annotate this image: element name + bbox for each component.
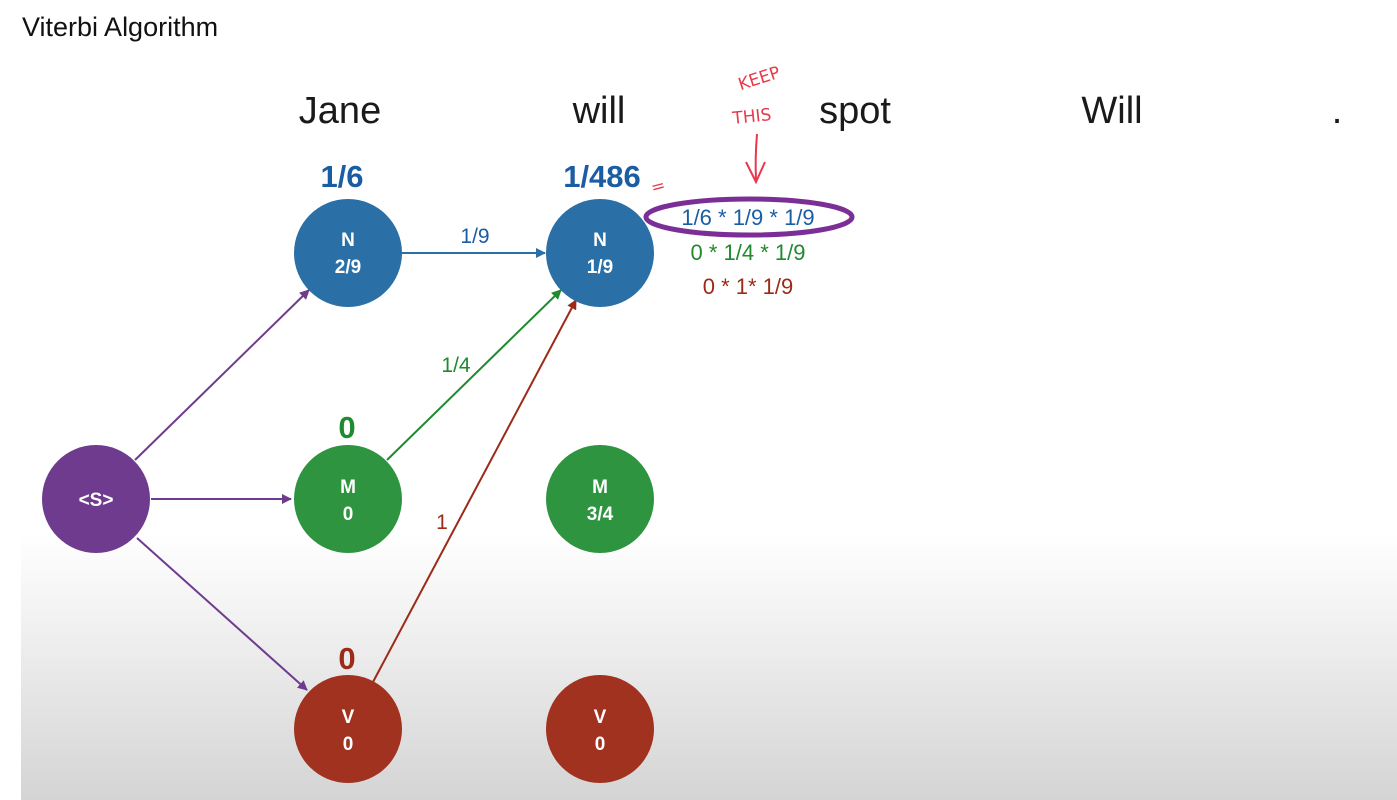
- col1-n-prob: 2/9: [335, 257, 361, 278]
- score-col1-m: 0: [338, 410, 355, 445]
- handwritten-arrow-shaft: [754, 133, 758, 181]
- edge-label-n-to-n: 1/9: [460, 225, 489, 248]
- col1-m-tag: M: [340, 477, 356, 498]
- col1-v-node: V 0: [294, 675, 402, 783]
- handwritten-keep: KEEP: [736, 63, 783, 95]
- highlight-ellipse: [643, 196, 855, 238]
- col2-m-tag: M: [592, 477, 608, 498]
- col1-m-node: M 0: [294, 445, 402, 553]
- col2-m-node: M 3/4: [546, 445, 654, 553]
- calc-from-v: 0 * 1* 1/9: [703, 274, 794, 299]
- trellis-diagram: Jane will spot Will . 1/9 1/4 1 <S> N 2/…: [42, 63, 1343, 783]
- word-jane: Jane: [299, 90, 381, 132]
- word-period: .: [1332, 90, 1343, 132]
- col2-m-prob: 3/4: [587, 504, 614, 525]
- edge-start-to-v: [136, 537, 308, 691]
- col1-v-prob: 0: [343, 734, 354, 755]
- word-will-capital: Will: [1081, 90, 1142, 132]
- handwritten-equals-mark: =: [649, 175, 668, 198]
- col1-n-node: N 2/9: [294, 199, 402, 307]
- col2-n-node: N 1/9: [546, 199, 654, 307]
- edge-v-to-n: [372, 299, 577, 683]
- col2-v-prob: 0: [595, 734, 606, 755]
- word-will: will: [572, 90, 626, 132]
- col2-v-node: V 0: [546, 675, 654, 783]
- col2-v-tag: V: [594, 707, 607, 728]
- col1-m-prob: 0: [343, 504, 354, 525]
- start-node: <S>: [42, 445, 150, 553]
- calc-from-n: 1/6 * 1/9 * 1/9: [681, 205, 814, 230]
- edge-label-m-to-n: 1/4: [441, 354, 471, 377]
- start-node-label: <S>: [79, 490, 114, 511]
- page-title: Viterbi Algorithm: [22, 12, 219, 42]
- handwritten-this: THIS: [731, 105, 773, 129]
- calc-from-m: 0 * 1/4 * 1/9: [691, 240, 806, 265]
- col1-v-tag: V: [342, 707, 355, 728]
- edge-m-to-n: [386, 289, 562, 461]
- handwritten-arrow-head: [745, 161, 766, 185]
- edge-label-v-to-n: 1: [436, 511, 448, 534]
- col1-n-tag: N: [341, 230, 355, 251]
- score-col1-v: 0: [338, 641, 355, 676]
- score-col2-n: 1/486: [563, 159, 641, 194]
- word-spot: spot: [819, 90, 891, 132]
- col2-n-prob: 1/9: [587, 257, 613, 278]
- score-col1-n: 1/6: [320, 159, 363, 194]
- viterbi-slide: Jane will spot Will . 1/9 1/4 1 <S> N 2/…: [21, 62, 1397, 800]
- edge-start-to-n: [134, 289, 310, 461]
- col2-n-tag: N: [593, 230, 607, 251]
